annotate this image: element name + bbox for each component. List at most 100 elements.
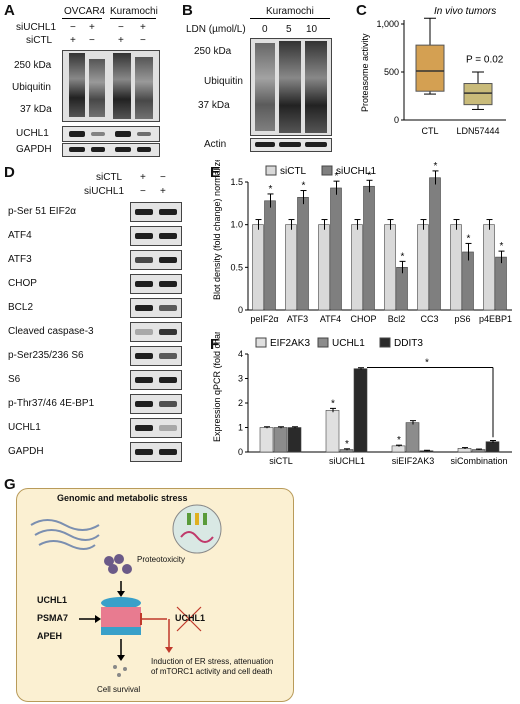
nucleus-icon [172,504,222,554]
bar [396,267,408,311]
sign: + [140,22,146,33]
bar [252,224,264,311]
panel-letter-a: A [4,2,15,19]
blot-band [135,401,153,407]
x-tick-label: siEIF2AK3 [392,456,435,466]
diagram-title: Genomic and metabolic stress [57,493,188,503]
legend-label: DDIT3 [394,338,423,349]
protein-aggregate-icon [104,554,132,574]
mw-250: 250 kDa [14,60,52,71]
box [415,44,445,92]
mw-37: 37 kDa [20,104,52,115]
y-tick-label: 0 [238,305,243,315]
si-uchl1-label: siUCHL1 [16,22,57,33]
blot-row-label: CHOP [8,278,37,289]
blot-row-label: BCL2 [8,302,34,313]
chart-title: In vivo tumors [434,6,496,17]
legend-swatch [255,337,267,348]
y-tick-label: 3 [238,374,243,384]
blot-strip [130,322,182,342]
bar [405,422,420,453]
si-ctl-label: siCTL [26,35,53,46]
x-tick-label: ATF3 [287,314,308,324]
sign: − [89,35,95,46]
blot-row-label: GAPDH [8,446,44,457]
sign: − [160,172,166,183]
legend-label: UCHL1 [332,338,365,349]
x-tick-label: pS6 [454,314,470,324]
bar [264,200,276,311]
blot-strip [130,298,182,318]
blot-row-label: p-Ser235/236 S6 [8,350,84,361]
blot-band [135,305,153,311]
bar [287,427,302,453]
x-tick-label: siCTL [269,456,293,466]
blot-band [159,305,177,311]
panel-letter-d: D [4,164,15,181]
mw-250-b: 250 kDa [194,46,232,57]
outcome-text: Induction of ER stress, attenuation of m… [151,657,274,676]
sign: + [89,22,95,33]
bar [462,251,474,311]
x-tick-label: peIF2α [250,314,278,324]
bar [330,187,342,311]
legend-swatch [265,165,277,176]
blot-row-label: p-Thr37/46 4E-BP1 [8,398,95,409]
legend-label: siCTL [280,166,307,177]
x-tick-label: LDN57444 [456,126,499,136]
legend-swatch [321,165,333,176]
blot-row-label: S6 [8,374,21,385]
d-si-ctl: siCTL [96,172,123,183]
ldn-label: LDN (µmol/L) [186,24,246,35]
er-icon [30,519,100,550]
y-axis-label: Blot density (fold change) normalized to… [212,160,222,300]
blot-band [159,425,177,431]
significance-star: * [434,161,438,172]
significance-star: * [302,181,306,192]
d-si-uchl1: siUCHL1 [84,186,125,197]
factor-psma7: PSMA7 [37,613,69,623]
significance-star: * [397,435,401,446]
y-tick-label: 0 [394,115,399,125]
bar [351,224,363,311]
blot-strip [130,442,182,462]
blot-band [135,281,153,287]
survival-label: Cell survival [97,685,141,694]
blot-band [135,377,153,383]
bar [273,427,288,453]
legend-swatch [317,337,329,348]
uchl1-label-a: UCHL1 [16,128,49,139]
bar [297,197,309,311]
factor-uchl1: UCHL1 [37,595,68,605]
y-tick-label: 0 [238,447,243,457]
blot-band [159,329,177,335]
blot-band [159,353,177,359]
ubiquitin-label: Ubiquitin [12,82,51,93]
bar [363,185,375,311]
significance-star: * [401,251,405,262]
diagram-art [30,504,222,677]
bar-chart-blot-density: 0 0.5 1.0 1.5 peIF2α ATF3 ATF4 CHOP Bcl2 CC3 pS6 p4… [212,160,512,324]
significance-star: * [500,241,504,252]
blot-band [135,209,153,215]
y-tick-label: 500 [384,67,399,77]
dose: 0 [262,24,268,35]
proteasome-icon [101,597,141,635]
box [463,83,493,106]
blot-band [159,377,177,383]
y-tick-label: 1 [238,423,243,433]
factor-apeh: APEH [37,631,63,641]
blot-strip [130,202,182,222]
x-tick-label: Bcl2 [388,314,406,324]
sign: − [118,22,124,33]
x-tick-label: p4EBP1 [479,314,512,324]
stress-diagram: Genomic and metabolic stress [16,488,294,702]
gapdh-blot-a [62,143,160,157]
sign: + [118,35,124,46]
bar [285,224,297,311]
blot-strip [130,370,182,390]
y-tick-label: 1.0 [230,220,243,230]
blot-band [159,449,177,455]
blot-band [135,425,153,431]
blot-band [159,233,177,239]
